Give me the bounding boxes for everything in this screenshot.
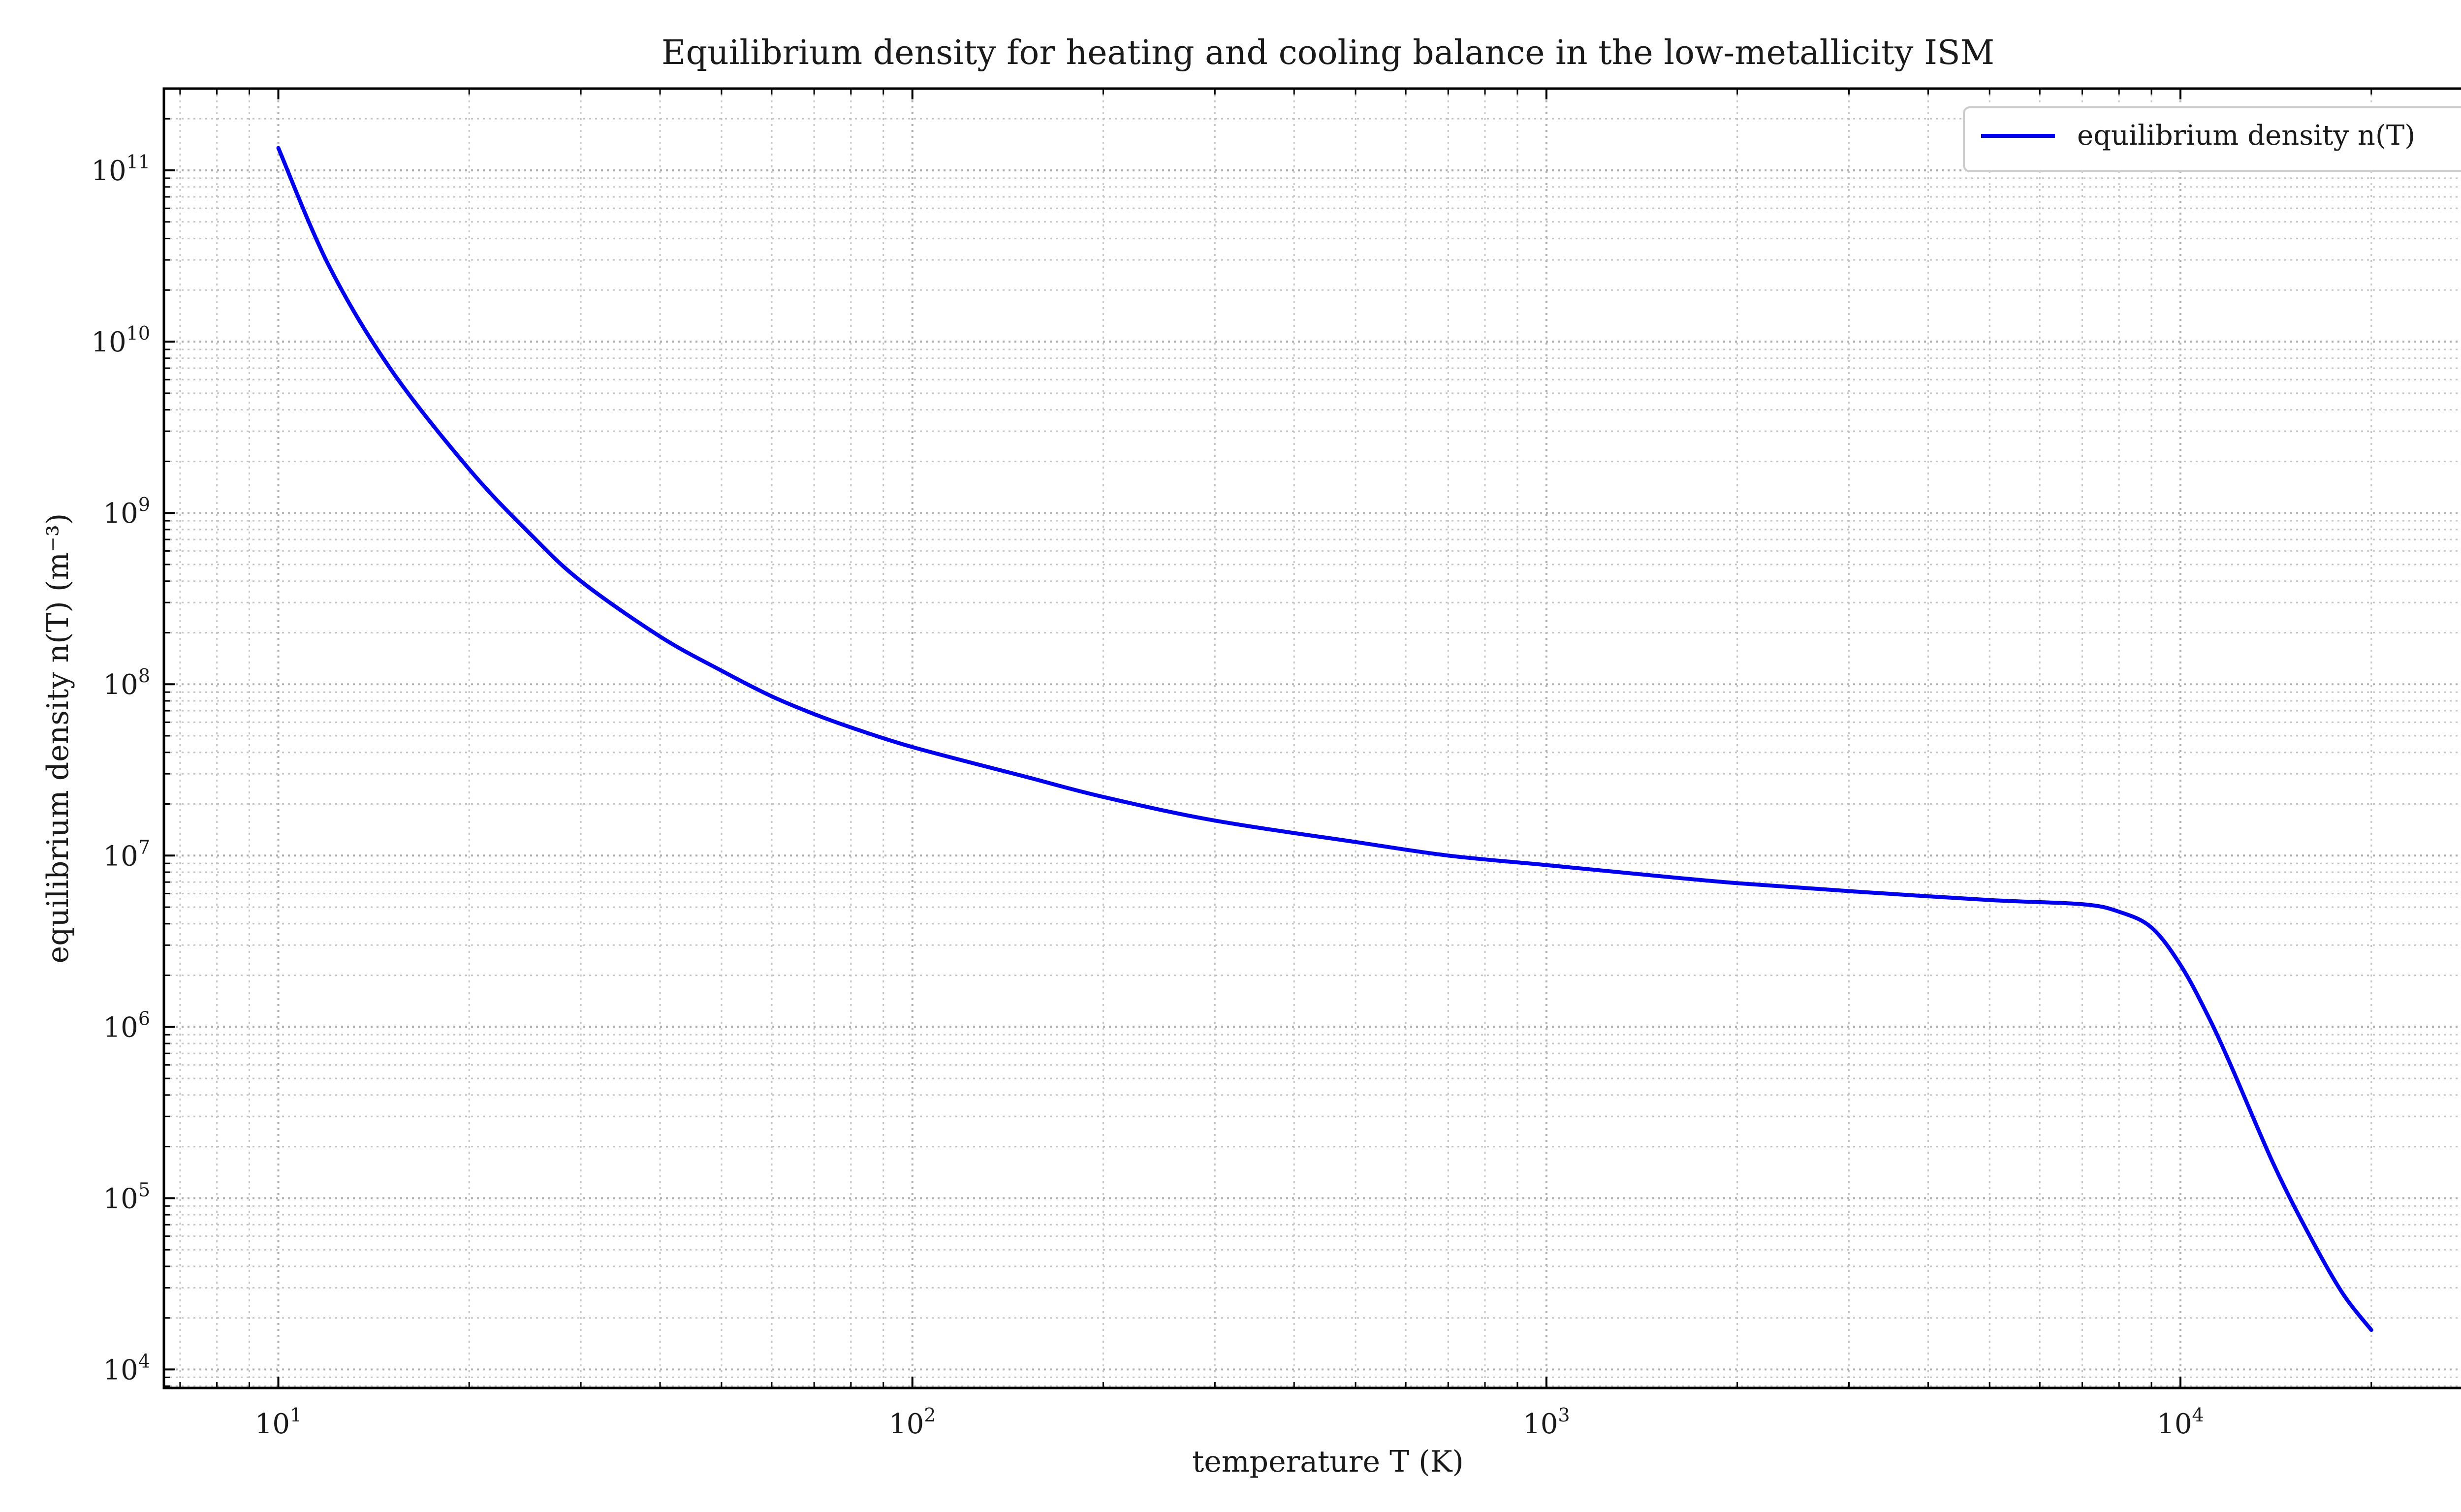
x-tick-label: 104 [2157,1404,2204,1440]
x-tick-label: 103 [1523,1404,1570,1440]
y-axis-label: equilibrium density n(T) (m⁻³) [41,513,75,964]
y-tick-label: 108 [103,665,150,701]
y-tick-label: 109 [103,494,150,530]
grid [164,88,2461,1388]
x-tick-labels: 101 102 103 104 [255,1404,2204,1440]
y-tick-label: 1011 [91,151,150,187]
x-tick-label: 102 [889,1404,936,1440]
series-line-equilibrium-density [276,146,2373,1332]
y-tick-label: 105 [103,1179,150,1215]
y-tick-label: 1010 [91,322,150,358]
chart-title: Equilibrium density for heating and cool… [662,33,1994,72]
y-tick-label: 106 [103,1008,150,1043]
y-tick-label: 104 [103,1350,150,1386]
x-axis-label: temperature T (K) [1192,1445,1464,1479]
y-tick-label: 107 [103,836,150,872]
plot-frame [162,87,2461,1389]
axis-ticks [164,88,2372,1388]
y-tick-labels: 104 105 106 107 108 109 1010 1011 [91,151,150,1386]
legend-label: equilibrium density n(T) [2077,120,2415,152]
x-tick-label: 101 [255,1404,302,1440]
legend-box [1963,106,2461,172]
legend: equilibrium density n(T) [1963,106,2461,172]
